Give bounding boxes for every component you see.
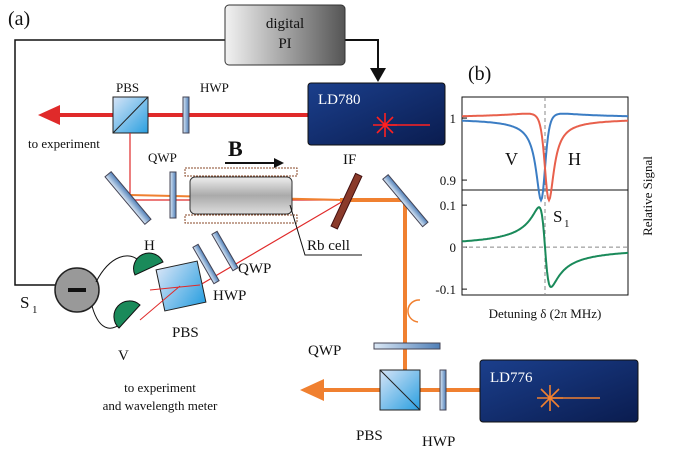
legend-label: 1 <box>564 218 570 230</box>
mirror <box>105 172 151 225</box>
label: HWP <box>422 434 455 450</box>
wire <box>345 40 378 72</box>
y-tick-label: 1 <box>450 111 457 126</box>
label: PBS <box>356 428 383 444</box>
label: 1 <box>32 304 38 316</box>
label: S <box>20 293 29 312</box>
waveplate <box>440 370 446 410</box>
arrow-head <box>38 105 60 125</box>
coil <box>185 168 297 176</box>
label: B <box>228 136 243 161</box>
pi-box <box>225 5 345 65</box>
rb-cell <box>190 177 292 214</box>
legend-label: V <box>505 149 518 169</box>
detector <box>114 301 140 328</box>
label: QWP <box>238 261 271 277</box>
waveplate <box>183 97 189 133</box>
pbs <box>156 261 206 311</box>
arrow-head <box>300 379 324 401</box>
laser-label: LD776 <box>490 370 533 386</box>
polarization <box>408 300 420 322</box>
pi-label: PI <box>278 36 291 52</box>
label: V <box>118 348 129 364</box>
waveplate <box>170 172 176 218</box>
label: Rb cell <box>307 238 350 254</box>
panel-label: (a) <box>8 8 30 30</box>
arrow-head <box>370 68 386 82</box>
label: to experiment <box>124 380 196 395</box>
coil <box>185 215 297 223</box>
y-tick-label: -0.1 <box>435 282 456 297</box>
label: HWP <box>200 80 229 95</box>
pi-label: digital <box>266 16 304 32</box>
y-tick-label: 0 <box>450 240 457 255</box>
label: PBS <box>172 325 199 341</box>
label: QWP <box>148 150 177 165</box>
beam <box>320 200 405 390</box>
x-axis-label: Detuning δ (2π MHz) <box>489 306 602 321</box>
waveplate <box>212 231 238 270</box>
label: and wavelength meter <box>103 398 218 413</box>
label: to experiment <box>28 136 100 151</box>
legend-label: S <box>553 207 562 226</box>
label: PBS <box>116 80 139 95</box>
waveplate <box>374 343 440 349</box>
panel-label: (b) <box>468 63 491 85</box>
legend-label: H <box>568 149 581 169</box>
label: HWP <box>213 288 246 304</box>
arrow-head <box>274 158 284 168</box>
y-tick-label: 0.1 <box>440 198 456 213</box>
figure: digital PI LD780 PBS HWP to experiment Q… <box>0 0 678 460</box>
y-tick-label: 0.9 <box>440 173 456 188</box>
label: IF <box>343 152 356 168</box>
y-axis-label: Relative Signal <box>640 156 655 236</box>
laser-label: LD780 <box>318 92 361 108</box>
label: QWP <box>308 343 341 359</box>
label: H <box>144 238 155 254</box>
